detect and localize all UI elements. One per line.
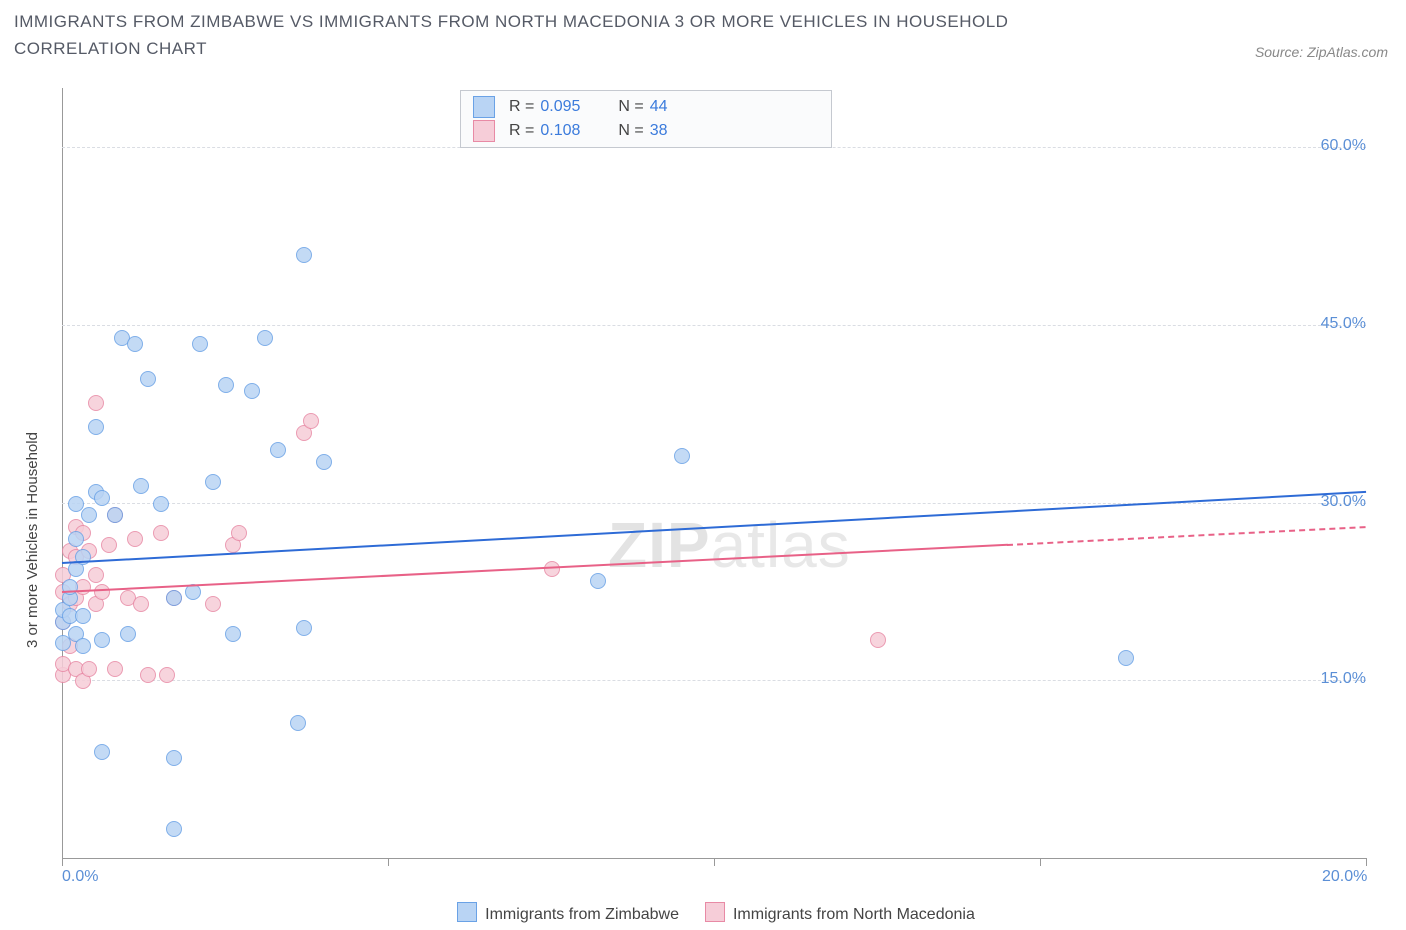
data-point <box>88 419 104 435</box>
y-tick-label: 30.0% <box>1321 493 1366 511</box>
legend-label: Immigrants from North Macedonia <box>733 906 975 923</box>
data-point <box>133 478 149 494</box>
data-point <box>205 596 221 612</box>
trend-line <box>1007 526 1366 546</box>
legend-row: R =0.095N =44 <box>461 95 831 119</box>
data-point <box>870 632 886 648</box>
data-point <box>303 413 319 429</box>
legend-r-value: 0.095 <box>534 98 618 116</box>
y-tick-label: 60.0% <box>1321 137 1366 155</box>
data-point <box>120 626 136 642</box>
watermark-bold: ZIP <box>608 509 711 581</box>
data-point <box>270 442 286 458</box>
data-point <box>225 626 241 642</box>
legend-n-label: N = <box>618 122 643 140</box>
data-point <box>316 454 332 470</box>
data-point <box>88 395 104 411</box>
trend-line <box>62 544 1007 593</box>
data-point <box>185 584 201 600</box>
data-point <box>674 448 690 464</box>
x-tick <box>62 858 63 866</box>
data-point <box>218 377 234 393</box>
grid-line <box>62 325 1366 326</box>
data-point <box>166 821 182 837</box>
y-tick-label: 15.0% <box>1321 670 1366 688</box>
data-point <box>257 330 273 346</box>
legend-swatch <box>705 902 725 922</box>
legend-n-value: 44 <box>644 98 668 116</box>
data-point <box>94 744 110 760</box>
data-point <box>166 590 182 606</box>
data-point <box>296 247 312 263</box>
data-point <box>101 537 117 553</box>
data-point <box>94 632 110 648</box>
x-tick <box>1040 858 1041 866</box>
data-point <box>133 596 149 612</box>
data-point <box>166 750 182 766</box>
x-tick <box>714 858 715 866</box>
source-label: Source: ZipAtlas.com <box>1255 44 1388 60</box>
data-point <box>94 490 110 506</box>
data-point <box>590 573 606 589</box>
x-tick-label: 20.0% <box>1322 868 1367 886</box>
watermark: ZIPatlas <box>608 508 851 582</box>
legend-swatch <box>473 96 495 118</box>
x-tick <box>388 858 389 866</box>
legend-r-label: R = <box>509 98 534 116</box>
legend-n-value: 38 <box>644 122 668 140</box>
data-point <box>88 567 104 583</box>
legend-label: Immigrants from Zimbabwe <box>485 906 679 923</box>
data-point <box>140 371 156 387</box>
legend-row: R =0.108N =38 <box>461 119 831 143</box>
x-tick <box>1366 858 1367 866</box>
legend-r-label: R = <box>509 122 534 140</box>
grid-line <box>62 680 1366 681</box>
data-point <box>75 638 91 654</box>
legend-swatch <box>457 902 477 922</box>
legend-r-value: 0.108 <box>534 122 618 140</box>
data-point <box>192 336 208 352</box>
data-point <box>81 661 97 677</box>
data-point <box>68 531 84 547</box>
y-tick-label: 45.0% <box>1321 315 1366 333</box>
legend-n-label: N = <box>618 98 643 116</box>
chart-title: IMMIGRANTS FROM ZIMBABWE VS IMMIGRANTS F… <box>14 8 1114 62</box>
series-legend: Immigrants from Zimbabwe Immigrants from … <box>0 902 1406 924</box>
data-point <box>153 525 169 541</box>
y-axis <box>62 88 63 858</box>
data-point <box>107 661 123 677</box>
data-point <box>296 620 312 636</box>
data-point <box>107 507 123 523</box>
data-point <box>153 496 169 512</box>
scatter-chart: ZIPatlas 3 or more Vehicles in Household… <box>48 88 1378 878</box>
y-axis-label: 3 or more Vehicles in Household <box>24 432 41 648</box>
data-point <box>290 715 306 731</box>
stats-legend: R =0.095N =44R =0.108N =38 <box>460 90 832 148</box>
data-point <box>81 507 97 523</box>
legend-swatch <box>473 120 495 142</box>
data-point <box>231 525 247 541</box>
data-point <box>127 336 143 352</box>
data-point <box>205 474 221 490</box>
data-point <box>94 584 110 600</box>
data-point <box>1118 650 1134 666</box>
data-point <box>127 531 143 547</box>
data-point <box>75 608 91 624</box>
x-tick-label: 0.0% <box>62 868 98 886</box>
data-point <box>244 383 260 399</box>
